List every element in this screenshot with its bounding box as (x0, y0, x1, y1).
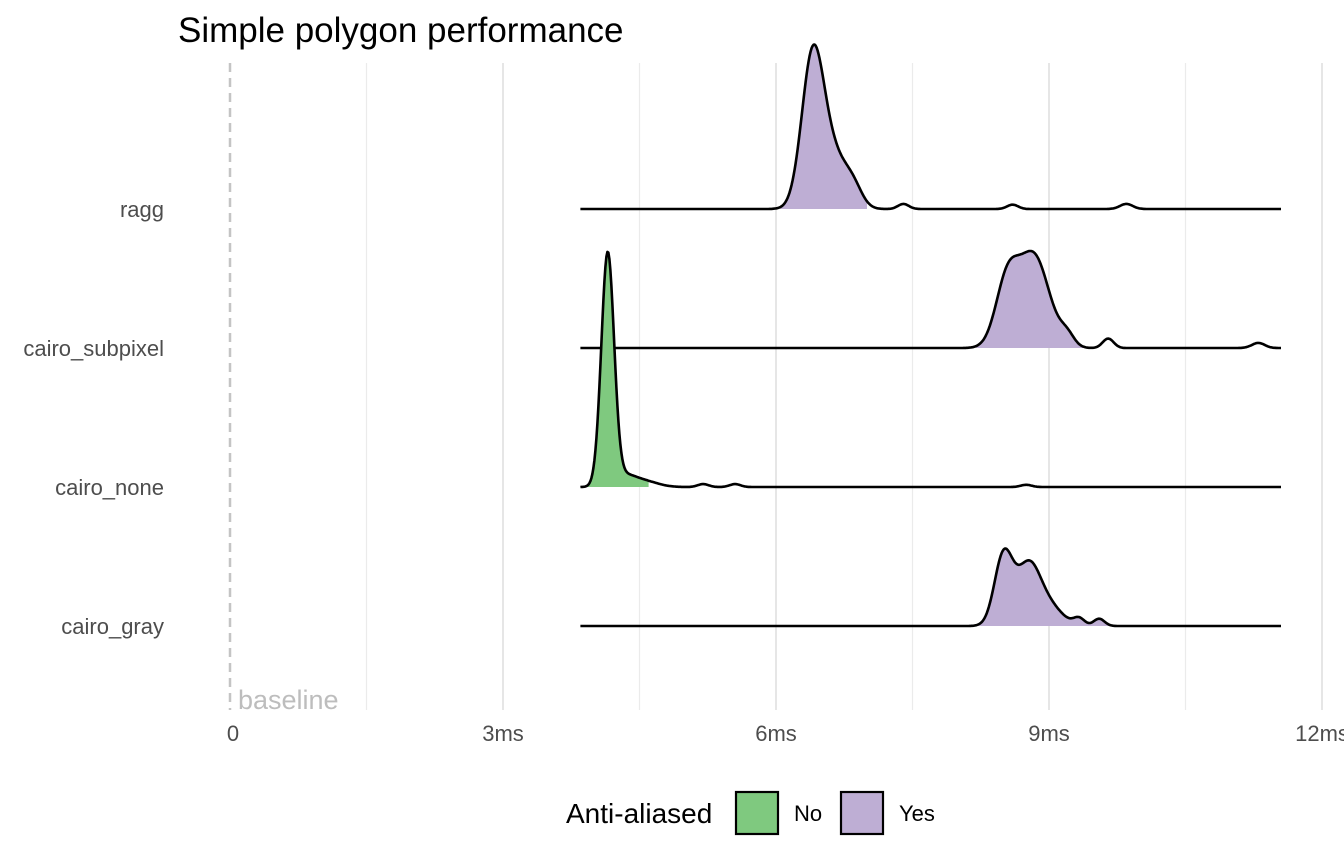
grid-lines (365, 63, 1323, 710)
legend-title: Anti-aliased (566, 798, 712, 829)
legend-key-yes (839, 790, 885, 836)
legend: Anti-aliased No Yes (566, 790, 935, 836)
ridge-cairo-subpixel (580, 249, 1282, 350)
ridge-cairo-none (580, 250, 1282, 489)
legend-label-no: No (794, 801, 822, 826)
ridge-outline (580, 249, 1282, 350)
ridge-outline (580, 43, 1282, 211)
baseline-label: baseline (238, 685, 339, 715)
y-label-cairo-none: cairo_none (55, 475, 164, 500)
x-tick-label: 12ms (1295, 721, 1344, 746)
ridge-outline (580, 250, 1282, 489)
ridge-fill (780, 44, 867, 209)
x-tick-label: 3ms (482, 721, 524, 746)
y-axis-labels: ragg cairo_subpixel cairo_none cairo_gray (23, 197, 164, 639)
y-label-ragg: ragg (120, 197, 164, 222)
legend-label-yes: Yes (899, 801, 935, 826)
y-label-cairo-subpixel: cairo_subpixel (23, 336, 164, 361)
y-label-cairo-gray: cairo_gray (61, 614, 164, 639)
x-tick-label: 6ms (755, 721, 797, 746)
baseline-reference: baseline (228, 63, 339, 715)
ridge-outline (580, 547, 1282, 628)
ridge-ragg (580, 43, 1282, 211)
ridge-series (580, 43, 1282, 628)
x-tick-label: 9ms (1028, 721, 1070, 746)
ridge-cairo-gray (580, 547, 1282, 628)
x-axis-labels: 0 3ms 6ms 9ms 12ms (227, 721, 1344, 746)
x-tick-label: 0 (227, 721, 239, 746)
chart-title: Simple polygon performance (178, 11, 624, 50)
legend-key-no (734, 790, 780, 836)
ridge-fill (976, 251, 1095, 348)
